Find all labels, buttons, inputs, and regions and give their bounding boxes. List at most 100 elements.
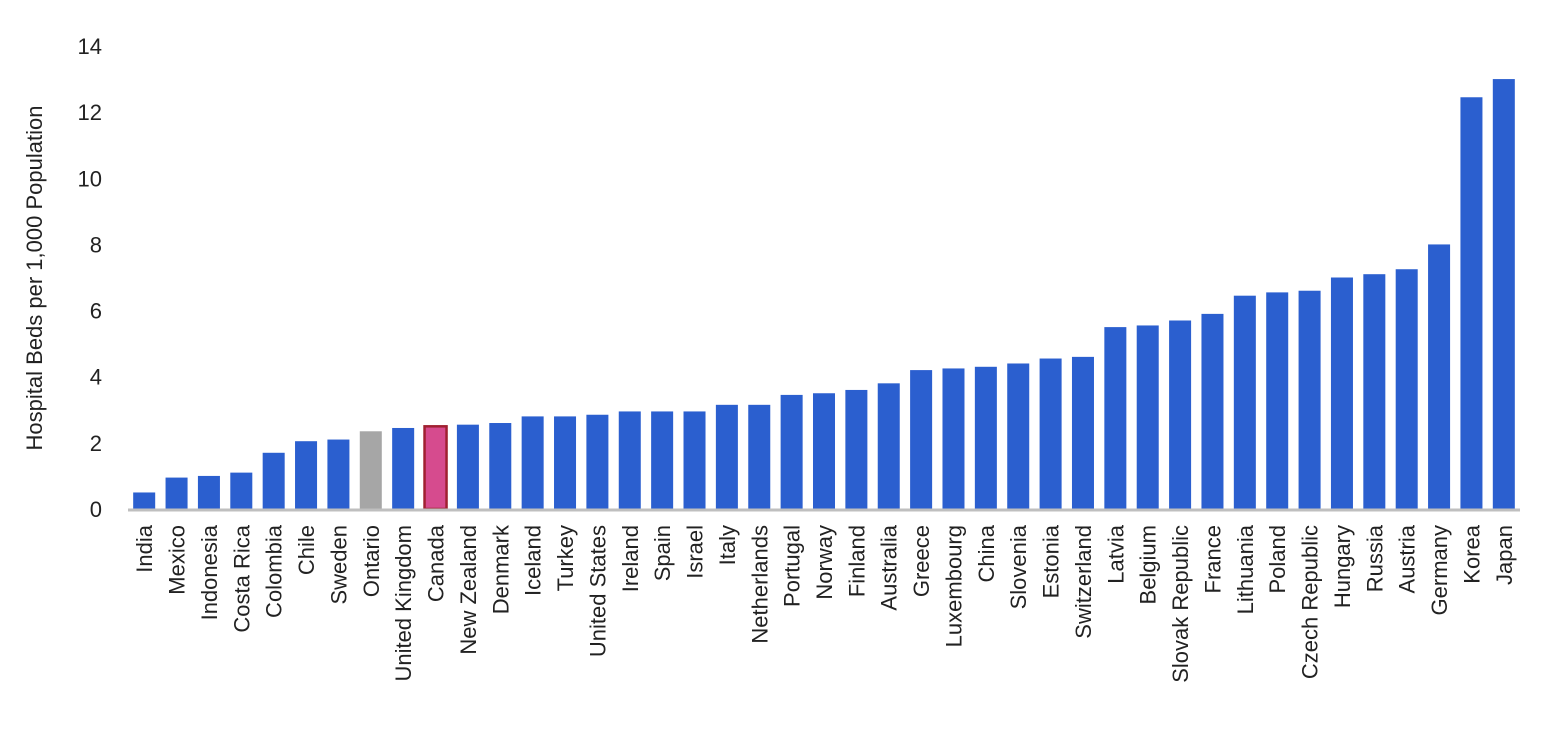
- x-tick-label: Spain: [650, 525, 675, 581]
- bar-luxembourg: [942, 368, 965, 509]
- y-tick-label: 14: [78, 34, 102, 59]
- x-tick-label: Israel: [683, 525, 708, 579]
- x-tick-label: Ontario: [359, 525, 384, 597]
- bar-norway: [812, 393, 836, 509]
- x-tick-label: Lithuania: [1233, 524, 1258, 614]
- bar-turkey: [554, 416, 577, 509]
- bar-austria: [1395, 269, 1418, 509]
- x-tick-label: Mexico: [165, 525, 190, 595]
- bar-portugal: [780, 394, 803, 509]
- bar-united-kingdom: [392, 427, 415, 509]
- x-tick-label: China: [974, 524, 999, 582]
- bar-switzerland: [1071, 356, 1094, 509]
- x-tick-label: Belgium: [1136, 525, 1161, 604]
- x-tick-label: Norway: [812, 525, 837, 600]
- bar-russia: [1363, 274, 1386, 509]
- x-tick-label: Costa Rica: [229, 524, 254, 632]
- x-tick-label: Canada: [424, 524, 449, 602]
- y-tick-label: 10: [78, 166, 102, 191]
- bar-slovenia: [1007, 363, 1030, 509]
- bar-slovak-republic: [1169, 320, 1192, 509]
- x-tick-label: Portugal: [780, 525, 805, 607]
- bar-latvia: [1104, 327, 1127, 509]
- bar-spain: [651, 411, 674, 509]
- bar-denmark: [489, 423, 512, 509]
- bar-estonia: [1039, 358, 1062, 509]
- y-tick-label: 0: [90, 497, 102, 522]
- x-tick-label: Italy: [715, 525, 740, 565]
- bar-sweden: [327, 439, 350, 509]
- x-tick-label: Denmark: [488, 524, 513, 614]
- y-axis-label: Hospital Beds per 1,000 Population: [22, 106, 47, 451]
- bar-iceland: [521, 416, 544, 509]
- x-tick-label: Russia: [1362, 524, 1387, 592]
- x-tick-label: Australia: [877, 524, 902, 610]
- bar-belgium: [1136, 325, 1159, 509]
- bar-lithuania: [1233, 295, 1256, 509]
- y-tick-label: 4: [90, 365, 102, 390]
- bar-france: [1201, 313, 1224, 509]
- y-tick-label: 12: [78, 100, 102, 125]
- y-tick-label: 2: [90, 431, 102, 456]
- y-axis-ticks: 0 2 4 6 8 10 12 14: [78, 34, 102, 522]
- y-tick-label: 6: [90, 299, 102, 324]
- x-tick-label: Switzerland: [1071, 525, 1096, 639]
- bar-costa-rica: [230, 472, 253, 509]
- bar-colombia: [262, 452, 285, 509]
- x-tick-label: United States: [585, 525, 610, 657]
- x-tick-label: Hungary: [1330, 525, 1355, 608]
- x-tick-label: India: [132, 524, 157, 572]
- x-tick-label: Chile: [294, 525, 319, 575]
- x-tick-label: Poland: [1265, 525, 1290, 594]
- x-tick-label: Colombia: [262, 524, 287, 618]
- y-tick-label: 8: [90, 232, 102, 257]
- bar-germany: [1428, 244, 1451, 509]
- bar-new-zealand: [456, 424, 479, 509]
- x-tick-label: France: [1200, 525, 1225, 593]
- x-tick-label: Turkey: [553, 525, 578, 591]
- bar-united-states: [586, 414, 609, 509]
- x-tick-label: New Zealand: [456, 525, 481, 655]
- bar-israel: [683, 411, 706, 509]
- bar-australia: [877, 383, 900, 509]
- x-tick-label: Ireland: [618, 525, 643, 592]
- x-tick-label: Austria: [1395, 524, 1420, 593]
- x-tick-label: Estonia: [1039, 524, 1064, 598]
- x-tick-label: Germany: [1427, 525, 1452, 615]
- bar-canada: [423, 425, 448, 511]
- bar-korea: [1460, 97, 1483, 509]
- x-tick-label: Luxembourg: [941, 525, 966, 647]
- x-tick-label: Latvia: [1103, 524, 1128, 583]
- x-tick-label: Slovenia: [1006, 524, 1031, 609]
- bar-japan: [1492, 79, 1515, 510]
- bar-poland: [1266, 292, 1289, 509]
- bar-ireland: [618, 411, 641, 509]
- x-tick-label: Iceland: [521, 525, 546, 596]
- bar-chile: [295, 441, 318, 509]
- bar-italy: [715, 404, 738, 509]
- bar-greece: [910, 370, 933, 509]
- x-tick-label: Sweden: [326, 525, 351, 605]
- bar-china: [974, 366, 997, 509]
- bar-indonesia: [197, 475, 220, 509]
- x-tick-label: Slovak Republic: [1168, 525, 1193, 683]
- y-axis-label-group: Hospital Beds per 1,000 Population: [22, 106, 47, 451]
- x-tick-label: United Kingdom: [391, 525, 416, 682]
- x-tick-label: Korea: [1459, 524, 1484, 583]
- bar-mexico: [165, 477, 188, 509]
- bar-ontario: [359, 431, 382, 509]
- x-tick-label: Indonesia: [197, 524, 222, 620]
- x-axis-ticks: India Mexico Indonesia Costa Rica Colombia Ch…: [132, 524, 1517, 683]
- bars-group: [133, 79, 1515, 511]
- bar-netherlands: [748, 404, 771, 509]
- x-tick-label: Netherlands: [747, 525, 772, 644]
- bar-india: [133, 492, 156, 509]
- x-tick-label: Finland: [844, 525, 869, 597]
- x-tick-label: Japan: [1492, 525, 1517, 585]
- x-tick-label: Czech Republic: [1298, 525, 1323, 679]
- bar-hungary: [1330, 277, 1353, 509]
- bar-czech-republic: [1298, 290, 1321, 509]
- x-tick-label: Greece: [909, 525, 934, 597]
